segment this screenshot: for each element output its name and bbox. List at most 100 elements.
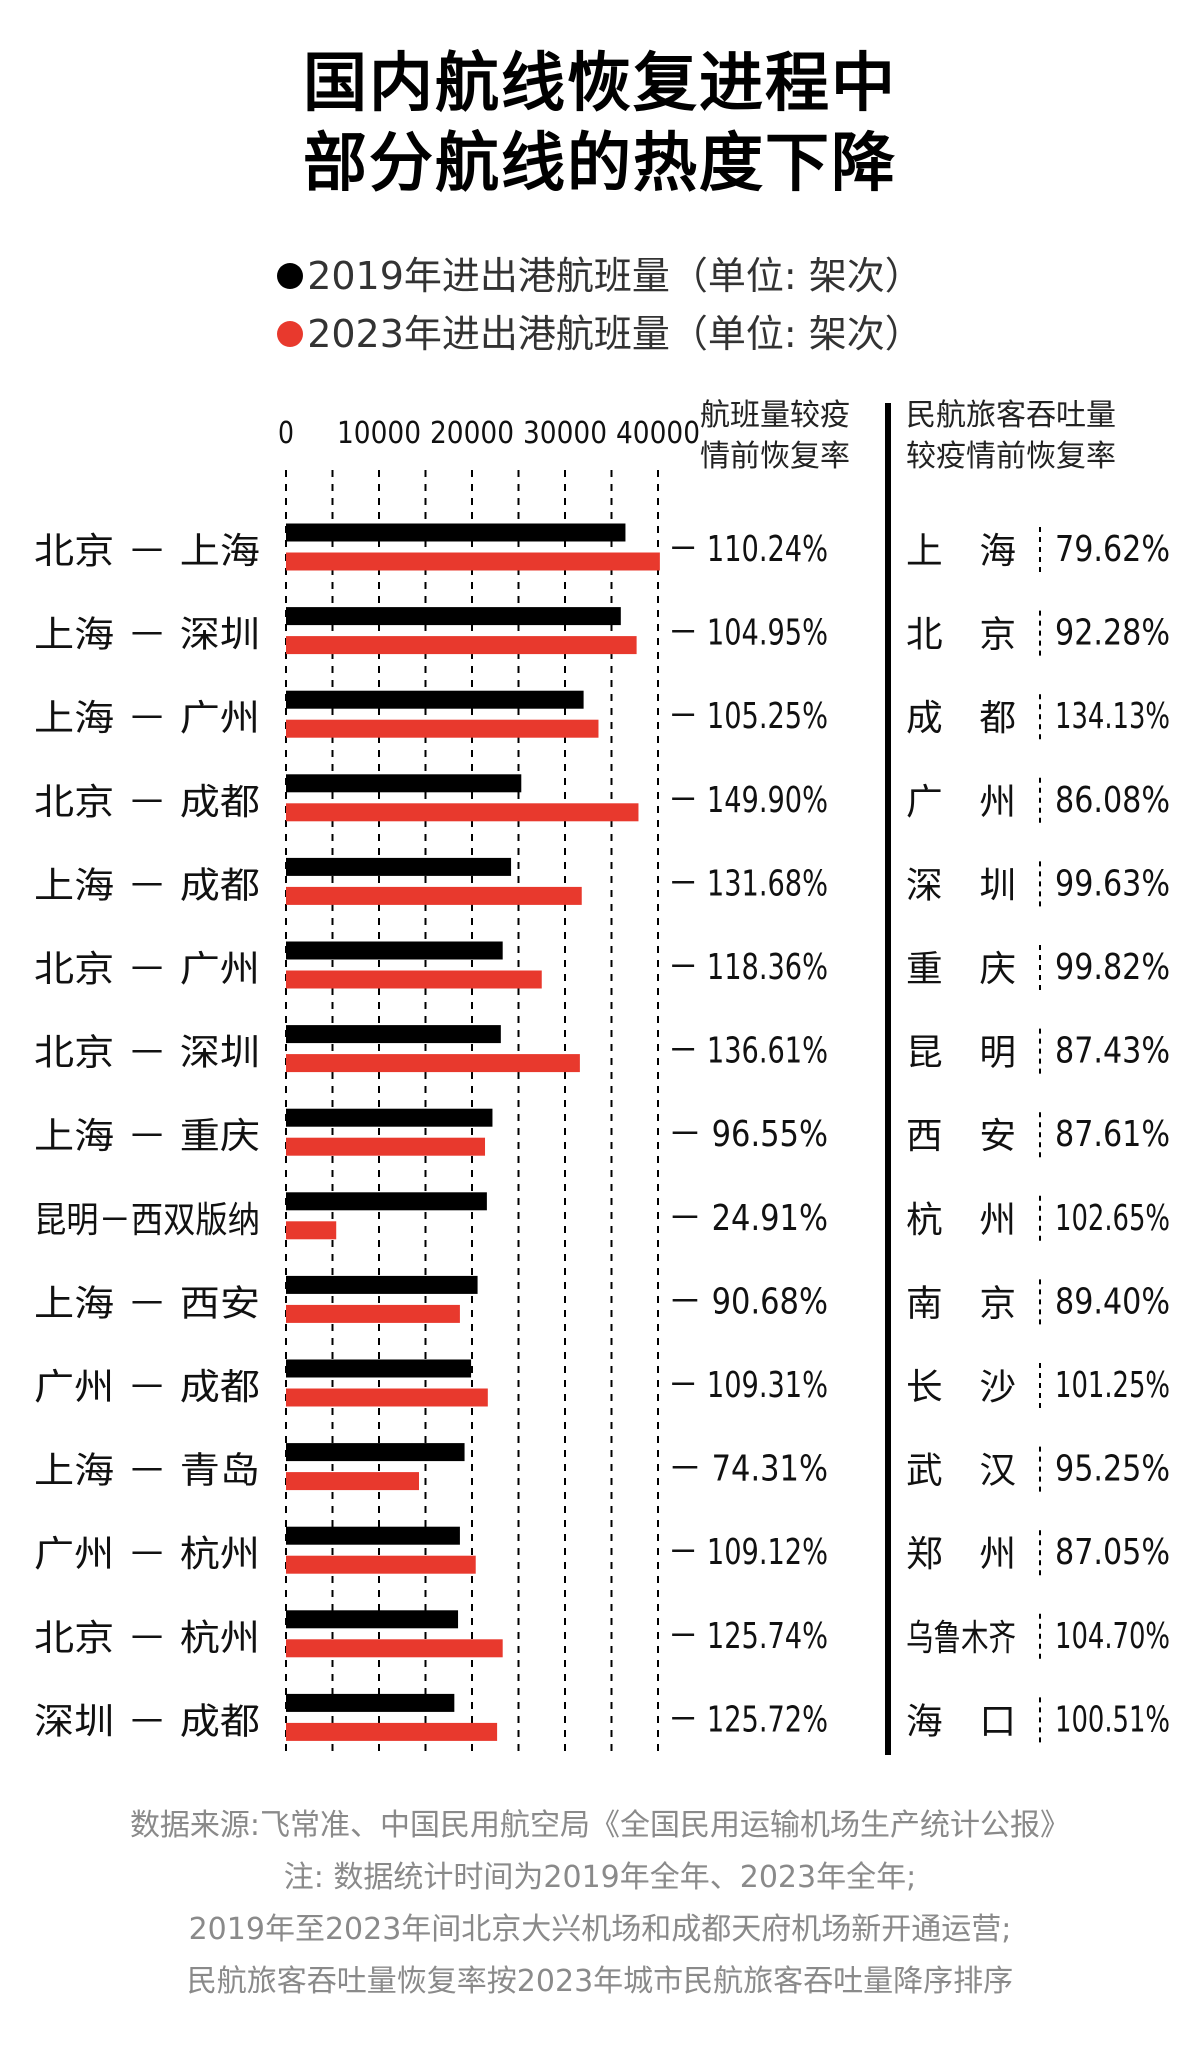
recovery-header-line-2: 情前恢复率 (700, 439, 850, 474)
bar-2023 (286, 886, 582, 905)
passenger-city-label: 海 口 (906, 1701, 1016, 1742)
passenger-city-label: 北 京 (906, 615, 1016, 656)
bar-2019 (286, 1192, 487, 1211)
route-label: 上海 － 青岛 (34, 1451, 260, 1492)
recovery-header-line-1: 航班量较疫 (700, 398, 850, 433)
recovery-rate-label: － 90.68% (668, 1281, 828, 1322)
footer-notes: 数据来源:飞常准、中国民用航空局《全国民用运输机场生产统计公报》 注: 数据统计… (0, 1800, 1200, 2008)
recovery-rate-label: － 105.25% (668, 696, 828, 737)
passenger-city-label: 深 圳 (906, 865, 1016, 906)
bar-2023 (286, 1639, 503, 1658)
recovery-rate-label: － 109.12% (668, 1532, 828, 1573)
x-tick-label: 0 (278, 416, 294, 451)
recovery-rate-label: － 149.90% (668, 780, 828, 821)
x-tick-label: 30000 (523, 416, 607, 451)
recovery-rate-label: － 96.55% (668, 1114, 828, 1155)
route-label: 广州 － 杭州 (34, 1534, 260, 1575)
passenger-rate-label: 87.05% (1055, 1532, 1170, 1573)
bar-2023 (286, 552, 660, 571)
bar-2023 (286, 1054, 580, 1073)
x-tick-label: 10000 (337, 416, 421, 451)
passenger-rate-label: 99.82% (1055, 947, 1170, 988)
legend-item-2023: 2023年进出港航班量（单位: 架次） (0, 303, 1200, 358)
passenger-rate-label: 101.25% (1055, 1365, 1170, 1406)
passenger-rate-label: 87.43% (1055, 1031, 1170, 1072)
x-tick-label: 40000 (616, 416, 700, 451)
bar-2019 (286, 1108, 493, 1127)
legend-swatch-2019 (277, 262, 304, 289)
passenger-rate-label: 134.13% (1055, 696, 1170, 737)
bar-2019 (286, 1359, 472, 1378)
passenger-city-label: 南 京 (906, 1283, 1016, 1324)
recovery-rate-label: － 109.31% (668, 1365, 828, 1406)
route-label: 北京 － 杭州 (34, 1618, 260, 1659)
passenger-city-label: 武 汉 (906, 1451, 1016, 1492)
bar-2019 (286, 774, 522, 793)
passenger-rate-label: 99.63% (1055, 863, 1170, 904)
bar-2019 (286, 1443, 465, 1462)
passenger-city-label: 上 海 (906, 531, 1016, 572)
chart-title: 国内航线恢复进程中 部分航线的热度下降 (0, 44, 1200, 204)
recovery-rate-label: － 118.36% (668, 947, 828, 988)
route-label: 广州 － 成都 (34, 1367, 260, 1408)
passenger-rate-label: 89.40% (1055, 1281, 1170, 1322)
footer-note-2: 2019年至2023年间北京大兴机场和成都天府机场新开通运营; (188, 1912, 1012, 1947)
passenger-city-label: 成 都 (906, 698, 1016, 739)
bar-2023 (286, 1555, 476, 1574)
bar-2019 (286, 857, 512, 876)
legend-label-2023: 2023年进出港航班量（单位: 架次） (307, 312, 923, 356)
passenger-rate-label: 87.61% (1055, 1114, 1170, 1155)
route-label: 昆明－西双版纳 (34, 1200, 260, 1241)
passenger-rate-label: 100.51% (1055, 1699, 1170, 1740)
passenger-rate-label: 102.65% (1055, 1198, 1170, 1239)
passenger-city-label: 广 州 (906, 782, 1016, 823)
recovery-rate-label: － 131.68% (668, 863, 828, 904)
passenger-city-label: 乌鲁木齐 (906, 1618, 1016, 1659)
recovery-rate-label: － 136.61% (668, 1031, 828, 1072)
bar-2023 (286, 1221, 337, 1240)
passenger-city-label: 郑 州 (906, 1534, 1016, 1575)
recovery-rate-label: － 125.72% (668, 1699, 828, 1740)
bar-2019 (286, 1610, 459, 1629)
route-label: 上海 － 深圳 (34, 615, 260, 656)
bar-2023 (286, 1388, 488, 1407)
column-separator (885, 403, 891, 1755)
x-tick-label: 20000 (430, 416, 514, 451)
passenger-city-label: 重 庆 (906, 949, 1016, 990)
bar-2019 (286, 1275, 478, 1294)
bar-2023 (286, 636, 637, 655)
footer-note-1: 注: 数据统计时间为2019年全年、2023年全年; (283, 1860, 917, 1895)
route-label: 上海 － 西安 (34, 1283, 260, 1324)
title-line-1: 国内航线恢复进程中 (303, 47, 897, 121)
bar-2019 (286, 1025, 501, 1044)
bar-2023 (286, 719, 599, 738)
route-label: 北京 － 成都 (34, 782, 260, 823)
passenger-rate-label: 104.70% (1055, 1616, 1170, 1657)
passenger-city-label: 西 安 (906, 1116, 1016, 1157)
route-label: 北京 － 上海 (34, 531, 260, 572)
bar-2019 (286, 690, 584, 709)
passenger-rate-label: 86.08% (1055, 780, 1170, 821)
footer-note-3: 民航旅客吞吐量恢复率按2023年城市民航旅客吞吐量降序排序 (186, 1964, 1014, 1999)
bar-2023 (286, 1304, 460, 1323)
title-line-2: 部分航线的热度下降 (303, 127, 897, 201)
legend-swatch-2023 (277, 320, 304, 347)
passenger-rate-label: 95.25% (1055, 1449, 1170, 1490)
bar-2019 (286, 1693, 455, 1712)
bar-2019 (286, 941, 503, 960)
recovery-rate-label: － 104.95% (668, 613, 828, 654)
recovery-rate-label: － 24.91% (668, 1198, 828, 1239)
recovery-rate-label: － 110.24% (668, 529, 828, 570)
passenger-rate-label: 79.62% (1055, 529, 1170, 570)
bar-2023 (286, 1137, 486, 1156)
passenger-header-line-1: 民航旅客吞吐量 (906, 398, 1116, 433)
passenger-header-line-2: 较疫情前恢复率 (906, 439, 1116, 474)
route-label: 深圳 － 成都 (34, 1701, 260, 1742)
route-label: 上海 － 广州 (34, 698, 260, 739)
route-label: 北京 － 深圳 (34, 1033, 260, 1074)
route-label: 上海 － 重庆 (34, 1116, 260, 1157)
footer-source: 数据来源:飞常准、中国民用航空局《全国民用运输机场生产统计公报》 (129, 1808, 1071, 1843)
route-label: 上海 － 成都 (34, 865, 260, 906)
passenger-rate-label: 92.28% (1055, 613, 1170, 654)
legend-item-2019: 2019年进出港航班量（单位: 架次） (0, 245, 1200, 300)
